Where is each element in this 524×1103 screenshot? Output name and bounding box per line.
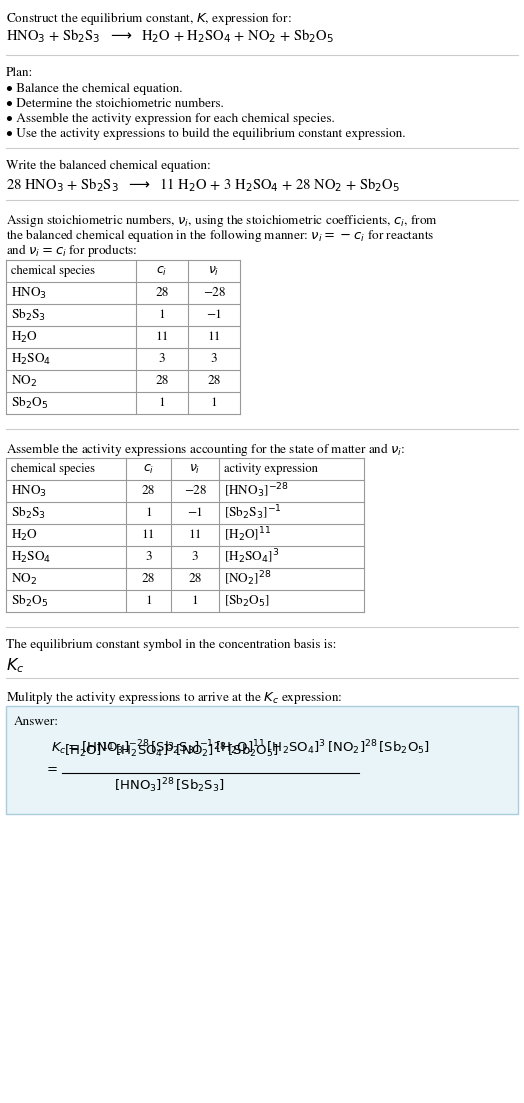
Text: 1: 1 xyxy=(145,507,152,518)
Text: 1: 1 xyxy=(159,309,166,321)
Text: $[\mathrm{H_2O}]^{11}\,[\mathrm{H_2SO_4}]^3\,[\mathrm{NO_2}]^{28}\,[\mathrm{Sb_2: $[\mathrm{H_2O}]^{11}\,[\mathrm{H_2SO_4}… xyxy=(64,741,279,760)
Text: The equilibrium constant symbol in the concentration basis is:: The equilibrium constant symbol in the c… xyxy=(6,639,336,651)
Text: • Assemble the activity expression for each chemical species.: • Assemble the activity expression for e… xyxy=(6,113,335,126)
Text: HNO$_3$ + Sb$_2$S$_3$  $\longrightarrow$  H$_2$O + H$_2$SO$_4$ + NO$_2$ + Sb$_2$: HNO$_3$ + Sb$_2$S$_3$ $\longrightarrow$ … xyxy=(6,26,334,45)
Text: Sb$_2$O$_5$: Sb$_2$O$_5$ xyxy=(11,395,48,411)
Text: 1: 1 xyxy=(192,596,199,607)
Text: $=$: $=$ xyxy=(44,762,58,774)
Text: 11: 11 xyxy=(142,529,155,540)
Text: 28: 28 xyxy=(142,574,155,585)
Text: Assemble the activity expressions accounting for the state of matter and $\nu_i$: Assemble the activity expressions accoun… xyxy=(6,441,406,458)
Text: HNO$_3$: HNO$_3$ xyxy=(11,483,47,499)
Text: 28: 28 xyxy=(142,485,155,496)
Text: $c_i$: $c_i$ xyxy=(156,265,168,278)
Text: chemical species: chemical species xyxy=(11,463,95,475)
Text: Construct the equilibrium constant, $K$, expression for:: Construct the equilibrium constant, $K$,… xyxy=(6,10,292,26)
Text: 11: 11 xyxy=(155,331,169,343)
Text: H$_2$SO$_4$: H$_2$SO$_4$ xyxy=(11,549,51,565)
Text: Mulitply the activity expressions to arrive at the $K_c$ expression:: Mulitply the activity expressions to arr… xyxy=(6,690,342,706)
Text: and $\nu_i = c_i$ for products:: and $\nu_i = c_i$ for products: xyxy=(6,242,138,259)
Text: $\nu_i$: $\nu_i$ xyxy=(189,462,201,475)
Text: $c_i$: $c_i$ xyxy=(143,462,154,475)
Text: 11: 11 xyxy=(188,529,202,540)
FancyBboxPatch shape xyxy=(6,706,518,814)
Text: NO$_2$: NO$_2$ xyxy=(11,571,37,587)
Text: Answer:: Answer: xyxy=(14,716,59,728)
Text: H$_2$SO$_4$: H$_2$SO$_4$ xyxy=(11,352,51,366)
Text: −28: −28 xyxy=(203,287,225,299)
Text: 1: 1 xyxy=(211,397,217,409)
Text: 3: 3 xyxy=(192,552,198,563)
Text: 28: 28 xyxy=(188,574,202,585)
Text: H$_2$O: H$_2$O xyxy=(11,527,38,543)
Text: [Sb$_2$S$_3$]$^{-1}$: [Sb$_2$S$_3$]$^{-1}$ xyxy=(224,504,282,523)
Text: 3: 3 xyxy=(159,353,165,365)
Text: activity expression: activity expression xyxy=(224,463,318,475)
Text: $[\mathrm{HNO_3}]^{28}\,[\mathrm{Sb_2S_3}]$: $[\mathrm{HNO_3}]^{28}\,[\mathrm{Sb_2S_3… xyxy=(114,777,225,794)
Text: • Determine the stoichiometric numbers.: • Determine the stoichiometric numbers. xyxy=(6,98,224,110)
Text: −1: −1 xyxy=(187,507,203,518)
Text: −28: −28 xyxy=(184,485,206,496)
Text: Sb$_2$S$_3$: Sb$_2$S$_3$ xyxy=(11,505,46,521)
Text: Sb$_2$O$_5$: Sb$_2$O$_5$ xyxy=(11,593,48,609)
Text: HNO$_3$: HNO$_3$ xyxy=(11,286,47,300)
Text: 28: 28 xyxy=(155,287,169,299)
Text: 1: 1 xyxy=(159,397,166,409)
Text: 3: 3 xyxy=(211,353,217,365)
Text: [H$_2$SO$_4$]$^3$: [H$_2$SO$_4$]$^3$ xyxy=(224,548,279,566)
Text: Write the balanced chemical equation:: Write the balanced chemical equation: xyxy=(6,160,211,172)
Text: [H$_2$O]$^{11}$: [H$_2$O]$^{11}$ xyxy=(224,526,271,545)
Text: 28: 28 xyxy=(155,375,169,387)
Text: • Balance the chemical equation.: • Balance the chemical equation. xyxy=(6,83,182,95)
Text: $\nu_i$: $\nu_i$ xyxy=(209,265,220,278)
Text: the balanced chemical equation in the following manner: $\nu_i = -c_i$ for react: the balanced chemical equation in the fo… xyxy=(6,227,434,244)
Text: [HNO$_3$]$^{-28}$: [HNO$_3$]$^{-28}$ xyxy=(224,482,289,501)
Text: [Sb$_2$O$_5$]: [Sb$_2$O$_5$] xyxy=(224,593,270,609)
Text: H$_2$O: H$_2$O xyxy=(11,330,38,344)
Text: • Use the activity expressions to build the equilibrium constant expression.: • Use the activity expressions to build … xyxy=(6,128,406,140)
Text: −1: −1 xyxy=(206,309,222,321)
Text: 3: 3 xyxy=(145,552,152,563)
Text: Assign stoichiometric numbers, $\nu_i$, using the stoichiometric coefficients, $: Assign stoichiometric numbers, $\nu_i$, … xyxy=(6,212,438,229)
Text: $K_c$: $K_c$ xyxy=(6,656,25,675)
Text: Sb$_2$S$_3$: Sb$_2$S$_3$ xyxy=(11,307,46,323)
Text: $K_c = [\mathrm{HNO_3}]^{-28}\,[\mathrm{Sb_2S_3}]^{-1}\,[\mathrm{H_2O}]^{11}\,[\: $K_c = [\mathrm{HNO_3}]^{-28}\,[\mathrm{… xyxy=(51,738,430,757)
Text: chemical species: chemical species xyxy=(11,265,95,277)
Text: 11: 11 xyxy=(208,331,221,343)
Text: 28 HNO$_3$ + Sb$_2$S$_3$  $\longrightarrow$  11 H$_2$O + 3 H$_2$SO$_4$ + 28 NO$_: 28 HNO$_3$ + Sb$_2$S$_3$ $\longrightarro… xyxy=(6,176,400,194)
Text: [NO$_2$]$^{28}$: [NO$_2$]$^{28}$ xyxy=(224,569,271,588)
Text: Plan:: Plan: xyxy=(6,67,33,78)
Text: 28: 28 xyxy=(208,375,221,387)
Text: 1: 1 xyxy=(145,596,152,607)
Text: NO$_2$: NO$_2$ xyxy=(11,374,37,388)
